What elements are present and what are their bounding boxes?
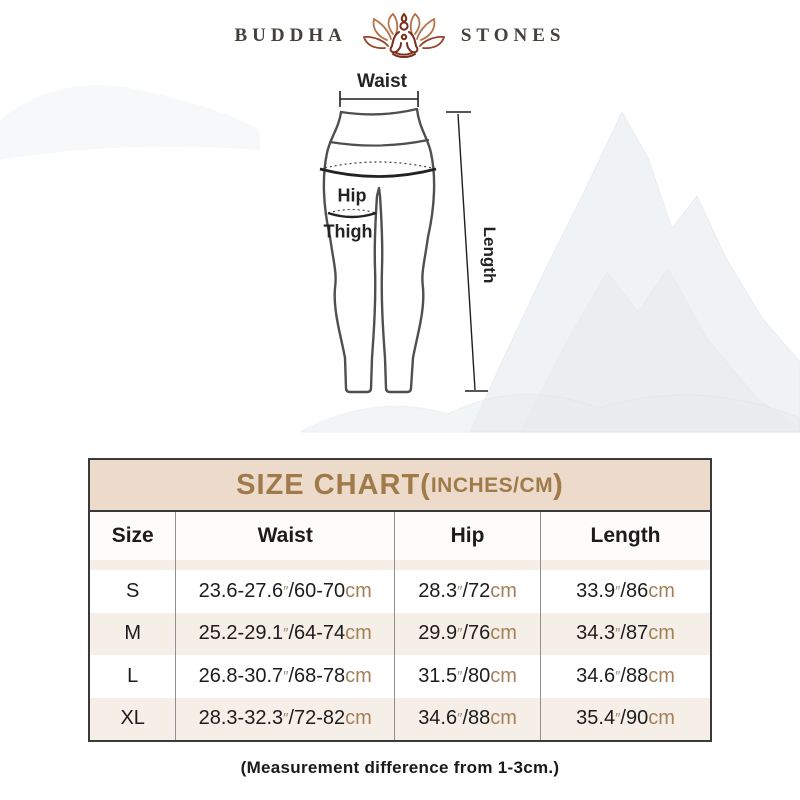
column-header-hip: Hip bbox=[395, 512, 542, 560]
table-spacer-row bbox=[90, 560, 710, 570]
table-row: XL 28.3-32.3 ″/72-82 cm 34.6 ″/88 cm 35.4 ″/90 cm bbox=[90, 697, 710, 740]
column-header-waist: Waist bbox=[176, 512, 396, 560]
brand-header: BUDDHA STONES bbox=[0, 12, 800, 60]
table-row: S 23.6-27.6 ″/60-70 cm 28.3 ″/72 cm 33.9 ″/86 cm bbox=[90, 570, 710, 613]
title-main: SIZE CHART( bbox=[236, 468, 431, 501]
thigh-label: Thigh bbox=[323, 221, 373, 242]
hip-cell: 29.9 ″/76 cm bbox=[395, 612, 542, 655]
table-row: L 26.8-30.7 ″/68-78 cm 31.5 ″/80 cm 34.6 ″/88 cm bbox=[90, 655, 710, 698]
size-cell: XL bbox=[90, 697, 177, 740]
size-table-body: S 23.6-27.6 ″/60-70 cm 28.3 ″/72 cm 33.9 ″/86 cm M… bbox=[90, 570, 710, 740]
lotus-meditation-icon bbox=[362, 12, 445, 58]
hip-cell: 31.5 ″/80 cm bbox=[395, 655, 542, 698]
size-cell: L bbox=[90, 655, 177, 698]
waist-cell: 23.6-27.6 ″/60-70 cm bbox=[176, 570, 396, 613]
length-cell: 33.9 ″/86 cm bbox=[576, 579, 675, 602]
size-chart-title: SIZE CHART(INCHES/CM) bbox=[90, 460, 710, 512]
column-header-size: Size bbox=[90, 512, 177, 560]
hip-label: Hip bbox=[337, 185, 367, 206]
title-close: ) bbox=[553, 468, 564, 501]
column-header-length: Length bbox=[590, 524, 661, 547]
waist-cell: 26.8-30.7 ″/68-78 cm bbox=[176, 655, 396, 698]
waist-label: Waist bbox=[357, 71, 407, 92]
waist-cell: 25.2-29.1 ″/64-74 cm bbox=[176, 612, 396, 655]
size-chart-table: SIZE CHART(INCHES/CM) Size Waist Hip Len… bbox=[88, 458, 712, 742]
leggings-diagram bbox=[319, 91, 488, 394]
length-cell: 35.4 ″/90 cm bbox=[576, 707, 675, 730]
length-label: Length bbox=[480, 226, 499, 284]
size-cell: M bbox=[90, 612, 177, 655]
table-header-row: Size Waist Hip Length bbox=[90, 512, 710, 560]
brand-word-buddha: BUDDHA bbox=[234, 25, 347, 46]
hip-cell: 28.3 ″/72 cm bbox=[395, 570, 542, 613]
length-cell: 34.6 ″/88 cm bbox=[576, 664, 675, 687]
waist-cell: 28.3-32.3 ″/72-82 cm bbox=[176, 697, 396, 740]
length-cell: 34.3 ″/87 cm bbox=[576, 622, 675, 645]
brand-word-stones: STONES bbox=[460, 25, 566, 46]
table-row: M 25.2-29.1 ″/64-74 cm 29.9 ″/76 cm 34.3 ″/87 cm bbox=[90, 612, 710, 655]
hip-cell: 34.6 ″/88 cm bbox=[395, 697, 542, 740]
size-cell: S bbox=[90, 570, 177, 613]
measurement-note: (Measurement difference from 1-3cm.) bbox=[240, 758, 560, 777]
title-units: INCHES/CM bbox=[430, 474, 554, 497]
